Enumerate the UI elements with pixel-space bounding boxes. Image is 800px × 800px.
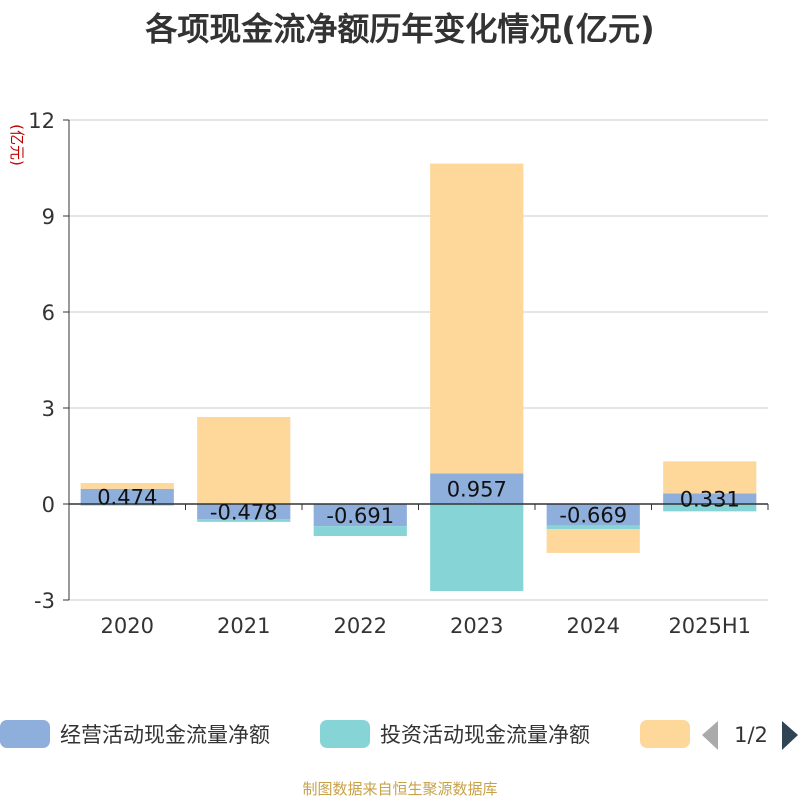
bar-series-0	[313, 504, 407, 527]
axes: -3 0 3 6 9 12 2020 2021 2022 2023 2024 2025H1	[28, 109, 769, 638]
bar-series-2	[430, 163, 524, 474]
legend-next-icon[interactable]	[782, 721, 798, 750]
data-labels: 0.474 -0.478 -0.691 0.957 -0.669 0.331	[97, 478, 740, 528]
y-tick-label: -3	[34, 589, 55, 613]
data-label: 0.957	[447, 478, 507, 502]
x-tick-label: 2022	[334, 614, 387, 638]
bar-series-1	[197, 519, 291, 522]
legend-swatch[interactable]	[640, 720, 690, 748]
bar-series-2	[80, 483, 174, 489]
bar-series-0	[430, 473, 524, 504]
bar-series-2	[197, 416, 291, 504]
legend-page-indicator: 1/2	[734, 723, 768, 747]
footer-source: 制图数据来自恒生聚源数据库	[302, 780, 498, 798]
y-tick-label: 6	[42, 301, 55, 325]
legend: 经营活动现金流量净额 投资活动现金流量净额 1/2	[0, 720, 798, 750]
x-tick-label: 2021	[217, 614, 270, 638]
y-tick-label: 9	[42, 205, 55, 229]
bar-series-0	[546, 504, 640, 526]
bar-series-1	[313, 526, 407, 537]
bar-series-1	[80, 504, 174, 506]
data-label: 0.474	[97, 485, 157, 509]
y-tick-label: 3	[42, 397, 55, 421]
bars	[80, 163, 757, 592]
data-label: 0.331	[680, 488, 740, 512]
y-axis-title: (亿元)	[8, 124, 26, 166]
bar-series-1	[430, 504, 524, 592]
x-tick-label: 2025H1	[668, 614, 751, 638]
chart-title: 各项现金流净额历年变化情况(亿元)	[145, 10, 655, 48]
legend-prev-icon[interactable]	[702, 721, 718, 750]
y-tick-label: 12	[28, 109, 55, 133]
x-tick-label: 2020	[101, 614, 154, 638]
bar-series-2	[546, 529, 640, 553]
x-tick-label: 2023	[450, 614, 503, 638]
legend-swatch[interactable]	[0, 720, 50, 748]
data-label: -0.478	[210, 501, 278, 525]
bar-series-1	[663, 504, 757, 512]
y-tick-label: 0	[42, 493, 55, 517]
bar-series-1	[546, 525, 640, 530]
data-label: -0.691	[326, 504, 394, 528]
bar-series-0	[80, 488, 174, 504]
bar-series-2	[663, 461, 757, 494]
bar-series-0	[663, 493, 757, 504]
data-label: -0.669	[559, 504, 627, 528]
x-tick-label: 2024	[567, 614, 620, 638]
legend-label[interactable]: 经营活动现金流量净额	[60, 723, 270, 747]
legend-swatch[interactable]	[320, 720, 370, 748]
bar-series-0	[197, 504, 291, 520]
grid-lines	[69, 119, 768, 601]
legend-label[interactable]: 投资活动现金流量净额	[380, 723, 590, 747]
